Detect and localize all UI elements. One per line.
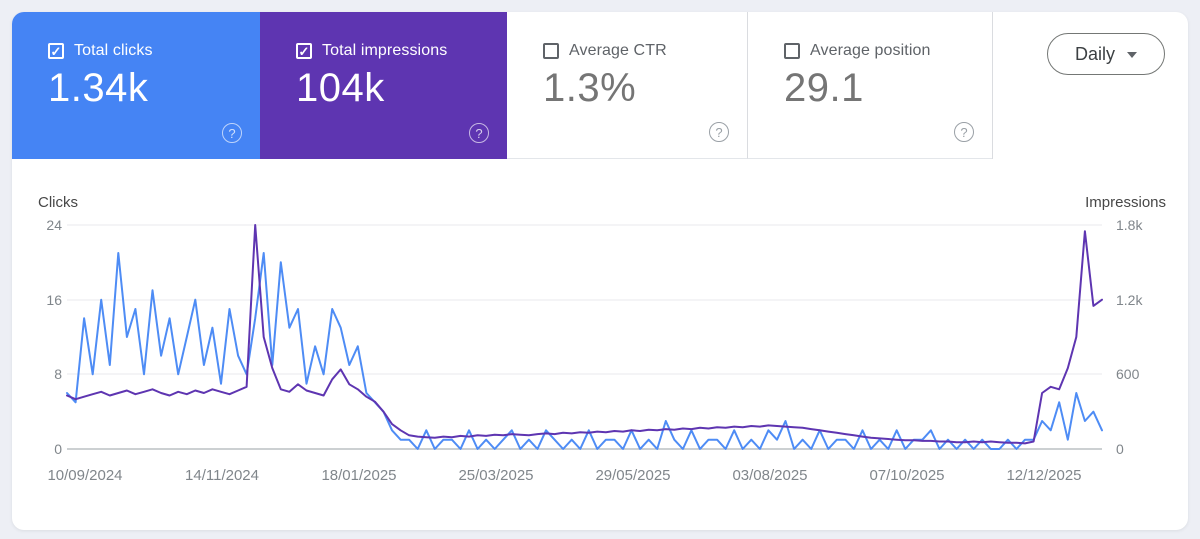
granularity-label: Daily xyxy=(1074,43,1115,64)
axis-tick-label: 24 xyxy=(46,217,62,233)
granularity-dropdown[interactable]: Daily xyxy=(1047,33,1165,75)
left-axis-title: Clicks xyxy=(38,194,78,211)
axis-tick-label: 8 xyxy=(54,366,62,382)
total-clicks-checkbox-icon[interactable]: ✓ xyxy=(48,43,64,59)
chevron-down-icon xyxy=(1127,52,1137,58)
date-label: 10/09/2024 xyxy=(47,467,123,484)
date-label: 29/05/2025 xyxy=(595,467,671,484)
card-label: Total impressions xyxy=(322,42,448,59)
card-total-impressions[interactable]: ✓ Total impressions 104k ? xyxy=(260,12,507,159)
impressions-line xyxy=(66,224,1103,445)
average-position-checkbox-icon[interactable] xyxy=(784,43,800,59)
help-icon[interactable]: ? xyxy=(222,123,242,143)
date-label: 03/08/2025 xyxy=(732,467,808,484)
axis-tick-label: 1.2k xyxy=(1116,292,1143,308)
date-label: 18/01/2025 xyxy=(321,467,397,484)
card-average-position[interactable]: Average position 29.1 ? xyxy=(747,12,992,159)
chart-canvas xyxy=(66,224,1103,450)
total-impressions-value: 104k xyxy=(296,66,385,110)
average-position-value: 29.1 xyxy=(784,66,864,110)
date-label: 14/11/2024 xyxy=(185,467,259,484)
date-label: 25/03/2025 xyxy=(458,467,534,484)
card-total-clicks[interactable]: ✓ Total clicks 1.34k ? xyxy=(12,12,260,159)
axis-tick-label: 16 xyxy=(46,292,62,308)
date-label: 07/10/2025 xyxy=(869,467,945,484)
total-clicks-value: 1.34k xyxy=(48,66,149,110)
gridlines xyxy=(67,224,1102,450)
axis-tick-label: 0 xyxy=(1116,441,1124,457)
axis-tick-label: 1.8k xyxy=(1116,217,1143,233)
right-axis-title: Impressions xyxy=(1085,194,1166,211)
help-icon[interactable]: ? xyxy=(954,122,974,142)
card-average-ctr[interactable]: Average CTR 1.3% ? xyxy=(507,12,747,159)
help-icon[interactable]: ? xyxy=(469,123,489,143)
axis-tick-label: 600 xyxy=(1116,366,1140,382)
average-ctr-checkbox-icon[interactable] xyxy=(543,43,559,59)
axis-tick-label: 0 xyxy=(54,441,62,457)
clicks-line xyxy=(66,252,1103,450)
date-label: 12/12/2025 xyxy=(1006,467,1082,484)
card-label: Total clicks xyxy=(74,42,153,59)
card-label: Average CTR xyxy=(569,42,667,59)
average-ctr-value: 1.3% xyxy=(543,66,637,110)
cards-row-filler: Daily xyxy=(992,12,1188,159)
performance-panel: ✓ Total clicks 1.34k ? ✓ Total impressio… xyxy=(12,12,1188,530)
total-impressions-checkbox-icon[interactable]: ✓ xyxy=(296,43,312,59)
help-icon[interactable]: ? xyxy=(709,122,729,142)
performance-chart: Clicks Impressions 24 16 8 0 1.8k 1.2k 600 0 1… xyxy=(12,159,1188,530)
metric-cards-row: ✓ Total clicks 1.34k ? ✓ Total impressio… xyxy=(12,12,1188,159)
card-label: Average position xyxy=(810,42,931,59)
